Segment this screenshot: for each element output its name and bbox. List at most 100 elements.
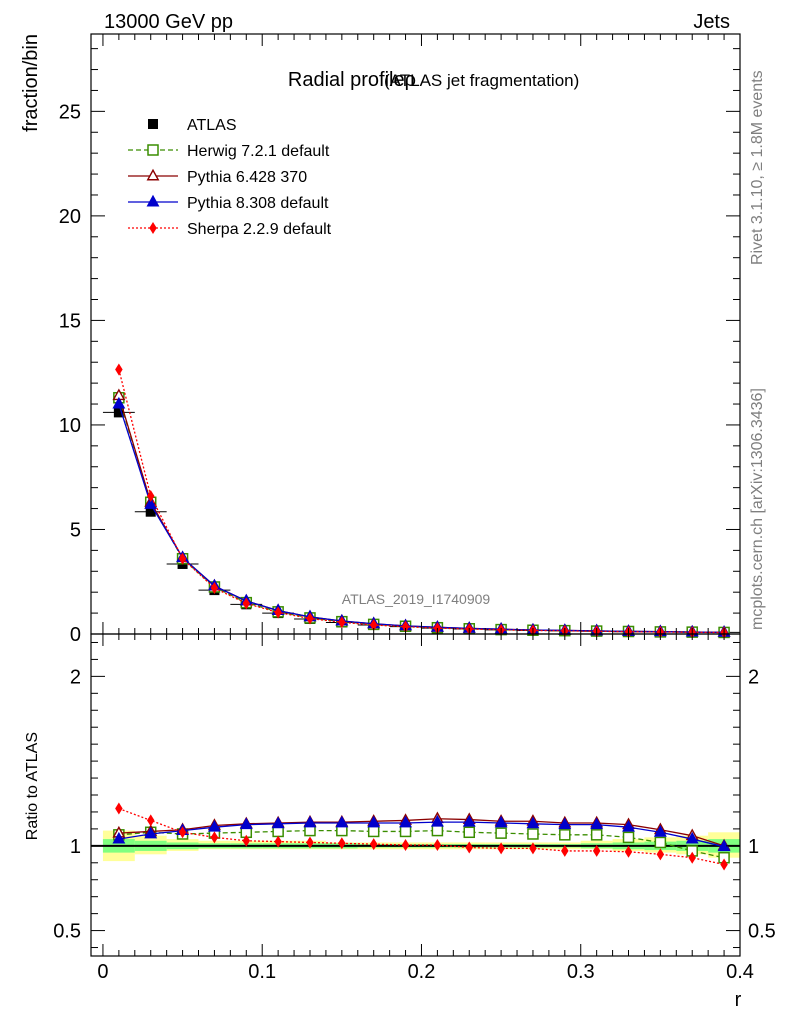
y-axis-label-main: fraction/bin (20, 34, 42, 132)
series-line-pythia-8-308-default (118, 821, 725, 848)
data-point-sherpa-2-2-9-default (561, 844, 569, 857)
x-tick-label: 0.1 (248, 961, 276, 983)
legend-marker-pythia-6-428-370 (146, 168, 160, 181)
data-point-pythia-8-308-default (685, 831, 699, 844)
x-tick-label: 0.4 (726, 961, 754, 983)
data-point-sherpa-2-2-9-default (178, 552, 187, 565)
y-tick-label: 5 (70, 519, 81, 541)
axes-frame (90, 633, 741, 957)
mcplots-label: mcplots.cern.ch [arXiv:1306.3436] (749, 388, 766, 630)
data-point-sherpa-2-2-9-default (369, 838, 378, 851)
data-point-sherpa-2-2-9-default (656, 848, 665, 861)
legend-label-atlas: ATLAS (187, 117, 237, 134)
data-point-sherpa-2-2-9-default (242, 597, 251, 610)
rivet-version-label: Rivet 3.1.10, ≥ 1.8M events (749, 70, 766, 265)
category-label: Jets (693, 11, 730, 33)
data-point-pythia-8-308-default (558, 817, 572, 830)
data-point-atlas (145, 506, 156, 517)
series-line-sherpa-2-2-9-default (118, 807, 725, 866)
data-point-sherpa-2-2-9-default (592, 844, 601, 857)
data-point-pythia-8-308-default (526, 816, 540, 829)
data-point-herwig-7-2-1-default (399, 825, 412, 838)
main-panel: Radial profileρ (ATLAS jet fragmentation… (20, 33, 741, 646)
legend-label-pythia-8-308-default: Pythia 8.308 default (187, 195, 329, 212)
data-point-sherpa-2-2-9-default (465, 841, 474, 854)
data-point-pythia-8-308-default (144, 497, 158, 509)
ratio-y-tick-label: 2 (70, 666, 81, 688)
data-point-sherpa-2-2-9-default (242, 834, 251, 847)
ratio-y-tick-label: 1 (70, 836, 81, 858)
data-point-sherpa-2-2-9-default (529, 842, 537, 855)
data-point-sherpa-2-2-9-default (433, 838, 442, 851)
y-tick-label: 20 (59, 206, 81, 228)
data-point-sherpa-2-2-9-default (146, 814, 155, 827)
data-point-pythia-8-308-default (462, 814, 476, 827)
data-point-sherpa-2-2-9-default (115, 363, 123, 376)
chart-title: Radial profileρ (288, 69, 416, 91)
y-tick-label: 10 (59, 415, 81, 437)
chart-subtitle: (ATLAS jet fragmentation) (384, 71, 579, 90)
legend-entry-pythia-6-428-370: Pythia 6.428 370 (128, 168, 307, 186)
data-point-pythia-8-308-default (239, 817, 253, 830)
data-point-pythia-8-308-default (207, 820, 221, 832)
ratio-y-tick-label-right: 1 (748, 836, 759, 858)
legend-marker-herwig-7-2-1-default (147, 144, 159, 156)
y-tick-label: 25 (59, 101, 81, 123)
data-point-pythia-8-308-default (271, 816, 285, 829)
ratio-y-tick-label-right: 0.5 (748, 921, 776, 943)
ratio-y-tick-label: 0.5 (53, 921, 81, 943)
ratio-panel: Ratio to ATLAS r 0.5 1 2 0.5 1 2 0 0.1 0.2 0.3 0.4 (24, 633, 776, 1011)
data-point-pythia-8-308-default (335, 815, 349, 828)
data-point-sherpa-2-2-9-default (338, 616, 346, 629)
data-point-sherpa-2-2-9-default (210, 831, 219, 844)
data-point-pythia-8-308-default (622, 820, 635, 832)
data-point-pythia-8-308-default (112, 831, 126, 844)
data-point-herwig-7-2-1-default (367, 825, 380, 838)
data-point-herwig-7-2-1-default (463, 826, 476, 839)
data-point-sherpa-2-2-9-default (401, 620, 410, 633)
data-point-sherpa-2-2-9-default (306, 836, 314, 849)
data-point-sherpa-2-2-9-default (274, 606, 282, 619)
data-point-herwig-7-2-1-default (590, 829, 603, 841)
data-point-pythia-8-308-default (367, 815, 381, 828)
legend-marker-atlas (148, 119, 158, 129)
data-point-pythia-8-308-default (494, 815, 508, 828)
x-tick-label: 0 (97, 961, 108, 983)
data-point-sherpa-2-2-9-default (401, 838, 410, 851)
legend-entry-pythia-8-308-default: Pythia 8.308 default (128, 194, 329, 212)
legend-entry-atlas: ATLAS (148, 117, 237, 134)
data-point-pythia-8-308-default (112, 396, 126, 409)
data-point-sherpa-2-2-9-default (146, 490, 155, 503)
legend: ATLAS Herwig 7.2.1 default Pythia 6.428 37… (128, 117, 332, 238)
data-point-sherpa-2-2-9-default (688, 851, 696, 864)
data-point-sherpa-2-2-9-default (369, 619, 378, 632)
legend-entry-herwig-7-2-1-default: Herwig 7.2.1 default (128, 143, 330, 160)
data-point-herwig-7-2-1-default (654, 836, 667, 849)
y-tick-label: 15 (59, 310, 81, 332)
data-point-pythia-8-308-default (399, 815, 412, 828)
legend-marker-sherpa-2-2-9-default (149, 222, 157, 234)
legend-label-sherpa-2-2-9-default: Sherpa 2.2.9 default (187, 221, 332, 238)
data-point-herwig-7-2-1-default (622, 831, 635, 844)
data-point-sherpa-2-2-9-default (274, 835, 282, 848)
data-point-sherpa-2-2-9-default (306, 612, 314, 625)
legend-label-pythia-6-428-370: Pythia 6.428 370 (187, 169, 307, 186)
energy-label: 13000 GeV pp (104, 11, 233, 33)
data-point-pythia-8-308-default (653, 825, 667, 837)
analysis-watermark: ATLAS_2019_I1740909 (342, 591, 491, 607)
data-point-sherpa-2-2-9-default (210, 582, 219, 595)
data-point-herwig-7-2-1-default (559, 829, 571, 841)
data-point-herwig-7-2-1-default (527, 828, 539, 840)
y-tick-label: 0 (70, 624, 81, 646)
legend-marker-pythia-8-308-default (146, 194, 160, 207)
data-point-sherpa-2-2-9-default (720, 858, 728, 871)
x-tick-label: 0.3 (567, 961, 595, 983)
data-point-sherpa-2-2-9-default (497, 842, 505, 855)
data-point-sherpa-2-2-9-default (115, 802, 123, 815)
data-point-sherpa-2-2-9-default (624, 845, 633, 858)
data-point-pythia-8-308-default (144, 826, 158, 839)
legend-entry-sherpa-2-2-9-default: Sherpa 2.2.9 default (128, 221, 332, 238)
series-line-pythia-6-428-370 (118, 818, 725, 847)
x-tick-label: 0.2 (408, 961, 436, 983)
data-point-pythia-8-308-default (430, 814, 444, 827)
